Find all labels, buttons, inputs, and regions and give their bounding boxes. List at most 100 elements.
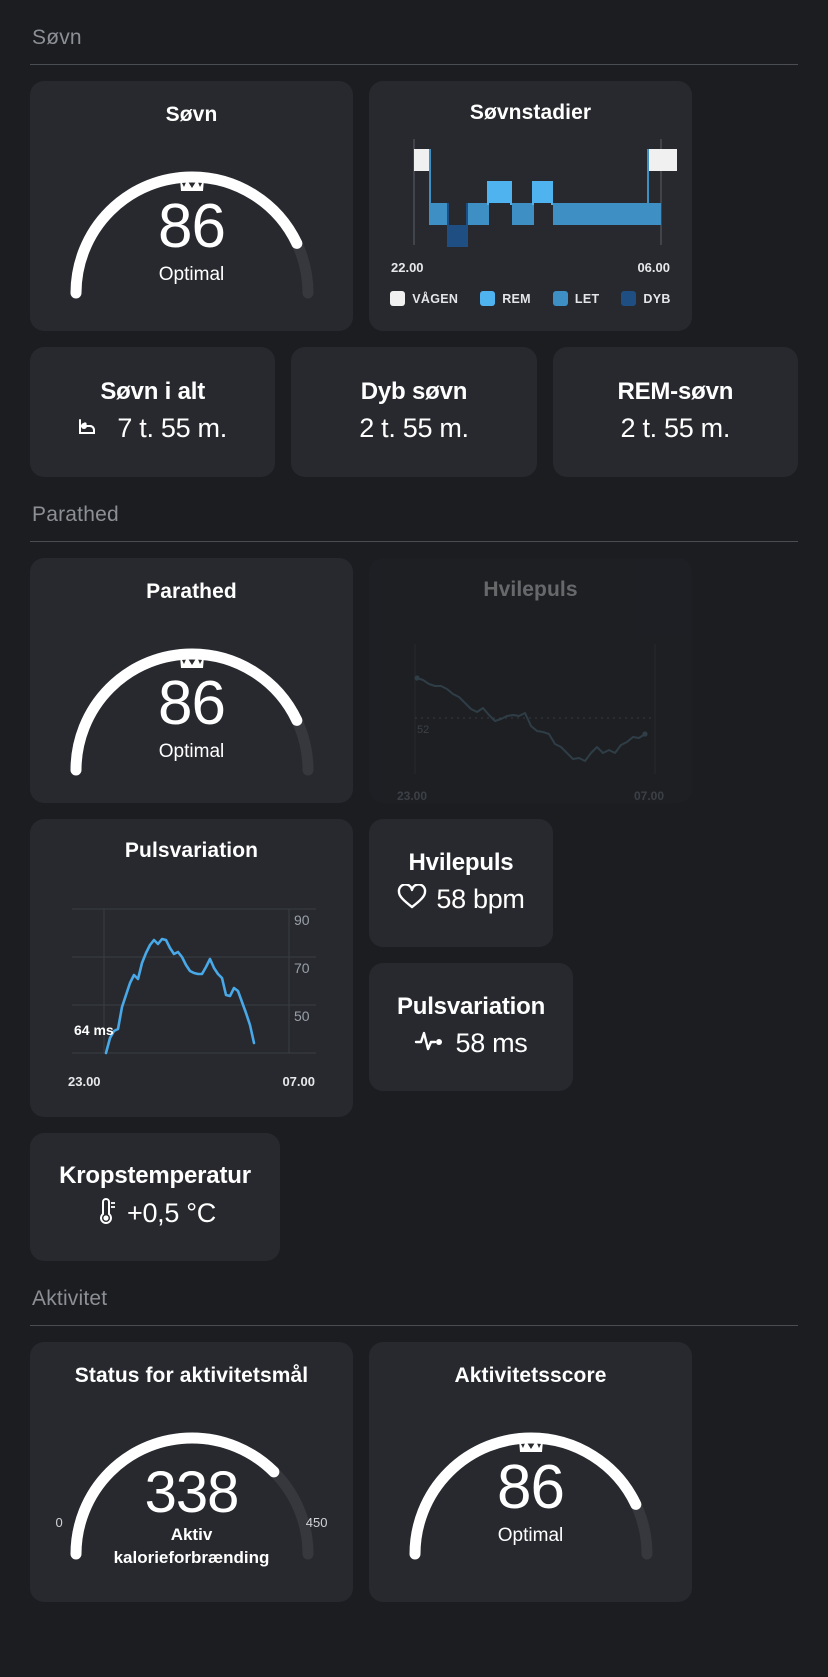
sleep-stages-title: Søvnstadier <box>469 101 592 124</box>
readiness-score-title: Parathed <box>146 580 237 603</box>
activity-goal-min: 0 <box>55 1515 63 1530</box>
hrv-line-chart: 90 70 50 64 ms <box>44 895 339 1070</box>
sleep-stats-row: Søvn i alt 7 t. 55 m. Dyb søvn 2 t. 55 m… <box>30 347 798 477</box>
section-title-readiness: Parathed <box>32 503 119 526</box>
body-temp-value-row: +0,5 °C <box>94 1197 216 1230</box>
section-divider <box>30 64 798 65</box>
activity-score-title: Aktivitetsscore <box>454 1364 607 1387</box>
hrv-chart-axis: 23.00 07.00 <box>44 1070 339 1089</box>
resting-hr-chart-axis: 23.00 07.00 <box>383 789 678 803</box>
activity-goal-card[interactable]: Status for aktivitetsmål 338 Aktiv kalor… <box>30 1342 353 1602</box>
bed-icon <box>78 416 108 441</box>
activity-score-gauge: 86 Optimal <box>391 1402 671 1572</box>
rem-sleep-card[interactable]: REM-søvn 2 t. 55 m. <box>552 347 798 477</box>
hrv-stat-title: Pulsvariation <box>396 993 546 1020</box>
legend-label-vagen: VÅGEN <box>412 291 459 306</box>
svg-text:90: 90 <box>294 912 310 928</box>
activity-score-label: Optimal <box>497 1525 564 1546</box>
activity-cards-row: Status for aktivitetsmål 338 Aktiv kalor… <box>30 1342 798 1602</box>
crown-icon <box>179 175 205 192</box>
section-title-activity: Aktivitet <box>32 1287 108 1310</box>
legend-label-dyb: DYB <box>643 291 671 306</box>
rem-sleep-value: 2 t. 55 m. <box>620 413 731 443</box>
total-sleep-card[interactable]: Søvn i alt 7 t. 55 m. <box>30 347 276 477</box>
legend-label-let: LET <box>574 291 600 306</box>
total-sleep-value: 7 t. 55 m. <box>117 413 227 443</box>
legend-swatch-vagen <box>390 291 406 306</box>
resting-hr-axis-end: 07.00 <box>633 789 664 803</box>
sleep-stages-card[interactable]: Søvnstadier <box>369 81 692 331</box>
readiness-cards-row: Parathed 86 Optimal Hvilepuls <box>30 558 798 803</box>
deep-sleep-title: Dyb søvn <box>360 378 468 405</box>
readiness-score-label: Optimal <box>158 741 225 762</box>
hrv-chart-card[interactable]: Pulsvariation 90 70 50 64 ms <box>30 819 353 1117</box>
activity-goal-gauge: 338 Aktiv kalorieforbrænding 0 450 <box>52 1402 332 1572</box>
legend-swatch-let <box>552 291 568 306</box>
readiness-stat-stack: Hvilepuls 58 bpm Pulsvariation 58 ms <box>369 819 692 1091</box>
sleep-score-card[interactable]: Søvn 86 Optimal <box>30 81 353 331</box>
pulse-icon <box>414 1029 446 1058</box>
hrv-axis-start: 23.00 <box>68 1074 101 1089</box>
resting-hr-axis-start: 23.00 <box>397 789 428 803</box>
resting-hr-stat-card[interactable]: Hvilepuls 58 bpm <box>369 819 553 947</box>
deep-sleep-value: 2 t. 55 m. <box>359 413 469 443</box>
readiness-score-value: 86 <box>158 669 226 738</box>
resting-hr-chart-title: Hvilepuls <box>483 578 578 601</box>
legend-item-let: LET <box>552 291 600 306</box>
svg-text:52: 52 <box>417 724 429 736</box>
rem-sleep-title: REM-søvn <box>617 378 734 405</box>
sleep-stages-hypnogram <box>383 135 678 258</box>
activity-score-card[interactable]: Aktivitetsscore 86 Optimal <box>369 1342 692 1602</box>
sleep-cards-row: Søvn 86 Optimal Søvnstadier <box>30 81 798 331</box>
hrv-axis-end: 07.00 <box>282 1074 315 1089</box>
total-sleep-value-row: 7 t. 55 m. <box>78 413 227 444</box>
section-readiness-header: Parathed <box>30 477 798 542</box>
sleep-score-value: 86 <box>158 192 226 261</box>
hrv-stat-value: 58 ms <box>455 1028 528 1058</box>
sleep-score-gauge: 86 Optimal <box>52 141 332 301</box>
body-temp-title: Kropstemperatur <box>59 1162 251 1189</box>
activity-goal-max: 450 <box>305 1515 328 1530</box>
section-activity-header: Aktivitet <box>30 1261 798 1326</box>
section-divider <box>30 541 798 542</box>
legend-label-rem: REM <box>502 291 531 306</box>
crown-icon <box>518 1436 544 1453</box>
resting-hr-line-chart: 52 <box>383 634 678 789</box>
svg-text:64 ms: 64 ms <box>74 1022 114 1038</box>
sleep-stages-axis: 22.00 06.00 <box>383 258 678 275</box>
section-sleep-header: Søvn <box>30 0 798 65</box>
deep-sleep-card[interactable]: Dyb søvn 2 t. 55 m. <box>291 347 537 477</box>
readiness-score-card[interactable]: Parathed 86 Optimal <box>30 558 353 803</box>
activity-goal-sub-line1: Aktiv <box>170 1525 213 1544</box>
legend-swatch-rem <box>480 291 496 306</box>
hrv-stat-value-row: 58 ms <box>414 1028 528 1059</box>
hrv-chart-title: Pulsvariation <box>124 839 259 862</box>
hrv-stat-card[interactable]: Pulsvariation 58 ms <box>369 963 573 1091</box>
resting-hr-chart-card[interactable]: Hvilepuls 52 23.00 07.00 <box>369 558 692 803</box>
activity-goal-range: 0 450 <box>52 1515 332 1530</box>
crown-icon <box>179 652 205 669</box>
section-title-sleep: Søvn <box>32 26 82 49</box>
body-temp-card[interactable]: Kropstemperatur +0,5 °C <box>30 1133 280 1261</box>
resting-hr-stat-value: 58 bpm <box>436 884 525 914</box>
resting-hr-stat-title: Hvilepuls <box>408 849 514 876</box>
sleep-score-title: Søvn <box>165 103 218 126</box>
activity-score-value: 86 <box>497 1453 565 1522</box>
hrv-row: Pulsvariation 90 70 50 64 ms <box>30 819 798 1117</box>
svg-text:50: 50 <box>294 1008 310 1024</box>
total-sleep-title: Søvn i alt <box>100 378 206 405</box>
activity-goal-title: Status for aktivitetsmål <box>74 1364 309 1387</box>
sleep-stages-axis-start: 22.00 <box>391 260 424 275</box>
readiness-score-gauge: 86 Optimal <box>52 618 332 778</box>
sleep-score-label: Optimal <box>158 264 225 285</box>
legend-item-dyb: DYB <box>621 291 670 306</box>
heart-icon <box>397 883 427 915</box>
body-temp-row: Kropstemperatur +0,5 °C <box>30 1133 798 1261</box>
deep-sleep-value-row: 2 t. 55 m. <box>359 413 469 444</box>
resting-hr-stat-value-row: 58 bpm <box>397 883 525 915</box>
body-temp-value: +0,5 °C <box>127 1198 216 1228</box>
legend-swatch-dyb <box>621 291 637 306</box>
rem-sleep-value-row: 2 t. 55 m. <box>621 413 731 444</box>
sleep-stages-legend: VÅGEN REM LET DYB <box>383 291 678 306</box>
